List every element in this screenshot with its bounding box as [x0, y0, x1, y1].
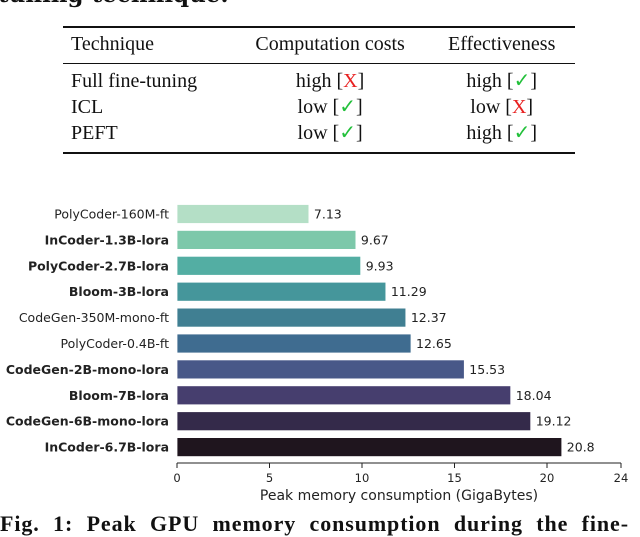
category-label: PolyCoder-0.4B-ft	[60, 336, 169, 351]
x-tick-label: 24	[614, 471, 629, 485]
technique-cell: PEFT	[63, 120, 232, 153]
category-label: PolyCoder-2.7B-lora	[28, 258, 169, 273]
table-row: PEFT low [✓] high [✓]	[63, 120, 575, 153]
bar	[176, 230, 357, 250]
effectiveness-cell: low [X]	[470, 96, 534, 118]
x-tick-label: 5	[266, 471, 273, 485]
value-label: 9.67	[361, 232, 389, 247]
category-label: InCoder-6.7B-lora	[45, 440, 169, 455]
technique-cell: ICL	[63, 94, 232, 120]
figure-caption: Fig. 1: Peak GPU memory consumption duri…	[0, 511, 629, 536]
category-label: Bloom-3B-lora	[69, 284, 169, 299]
cross-icon: X	[511, 96, 527, 118]
cost-cell-value: high	[295, 70, 332, 92]
bar	[176, 333, 412, 354]
check-icon: ✓	[339, 96, 356, 118]
x-tick-label: 0	[173, 471, 180, 485]
x-tick-label: 10	[355, 471, 370, 485]
value-label: 15.53	[469, 362, 505, 377]
preceding-text: tuning technique.	[0, 0, 229, 8]
bar	[176, 411, 532, 432]
table-header-row: Technique Computation costs Effectivenes…	[63, 27, 575, 64]
effectiveness-cell-value: low	[470, 96, 501, 118]
x-axis-label: Peak memory consumption (GigaBytes)	[260, 488, 538, 504]
category-label: PolyCoder-160M-ft	[54, 207, 169, 222]
bar	[176, 437, 563, 458]
value-label: 11.29	[391, 284, 427, 299]
cost-cell: low [✓]	[297, 122, 363, 144]
category-label: InCoder-1.3B-lora	[45, 232, 169, 247]
effectiveness-cell: high [✓]	[466, 122, 538, 144]
value-label: 19.12	[536, 414, 572, 429]
bar	[176, 359, 465, 380]
value-label: 9.93	[366, 258, 394, 273]
memory-bar-chart: PolyCoder-160M-ft 7.13 InCoder-1.3B-lora 9.…	[6, 204, 629, 504]
category-label: CodeGen-350M-mono-ft	[19, 310, 169, 325]
check-icon: ✓	[513, 122, 531, 144]
cost-cell: high [X]	[295, 70, 365, 92]
value-label: 12.65	[416, 336, 452, 351]
x-tick-label: 15	[447, 471, 462, 485]
category-label: CodeGen-2B-mono-lora	[6, 362, 169, 377]
technique-comparison-table: Technique Computation costs Effectivenes…	[63, 26, 575, 154]
technique-cell: Full fine-tuning	[63, 64, 232, 95]
bar	[176, 385, 512, 406]
effectiveness-cell-value: high	[466, 70, 502, 92]
bar	[176, 281, 387, 302]
technique-name: ICL	[71, 96, 104, 118]
cross-icon: X	[343, 70, 358, 92]
table-row: ICL low [✓] low [X]	[63, 94, 575, 120]
technique-name: Full fine-tuning	[71, 70, 198, 92]
check-icon: ✓	[339, 122, 356, 144]
effectiveness-cell: high [✓]	[466, 70, 538, 92]
cost-cell-value: low	[297, 96, 328, 118]
category-label: CodeGen-6B-mono-lora	[6, 414, 169, 429]
technique-name: PEFT	[71, 122, 118, 144]
value-label: 7.13	[314, 207, 342, 222]
cost-cell: low [✓]	[297, 96, 363, 118]
table-row: Full fine-tuning high [X] high [✓]	[63, 64, 575, 95]
effectiveness-cell-value: high	[466, 122, 502, 144]
category-label: Bloom-7B-lora	[69, 388, 169, 403]
header-effectiveness: Effectiveness	[448, 33, 556, 55]
header-computation-costs: Computation costs	[255, 33, 405, 55]
value-label: 18.04	[516, 388, 552, 403]
header-technique: Technique	[71, 33, 155, 55]
bar	[176, 307, 407, 328]
value-label: 12.37	[411, 310, 447, 325]
cost-cell-value: low	[297, 122, 328, 144]
value-label: 20.8	[567, 440, 595, 455]
bar	[176, 204, 310, 224]
check-icon: ✓	[513, 70, 531, 92]
bar	[176, 255, 362, 276]
x-tick-label: 20	[540, 471, 555, 485]
